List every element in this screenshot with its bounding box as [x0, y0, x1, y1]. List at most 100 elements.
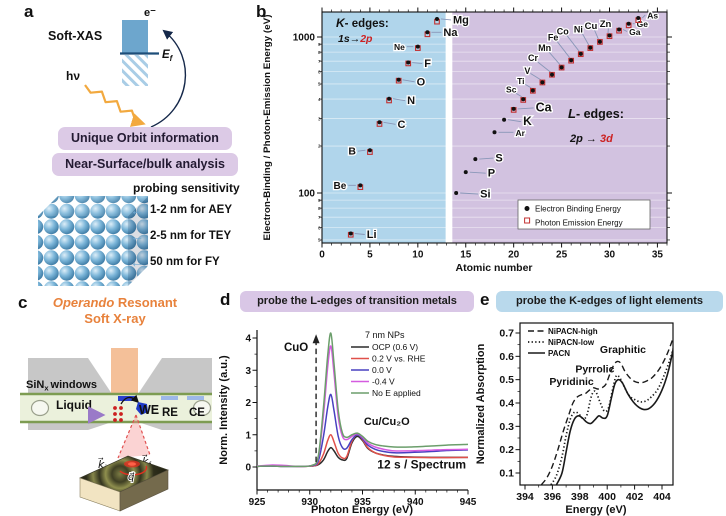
svg-text:N: N [407, 95, 415, 107]
svg-text:8: 8 [318, 50, 321, 56]
datapoint-F: F [405, 57, 433, 71]
sample-droplet [136, 402, 148, 415]
svg-text:6: 6 [318, 225, 321, 231]
svg-text:0.6: 0.6 [499, 351, 514, 363]
svg-text:Photon Emission Energy: Photon Emission Energy [535, 219, 623, 228]
x-axis-label: Atomic number [455, 262, 532, 274]
datapoint-Mn: Mn [537, 42, 565, 71]
plot-border [519, 322, 674, 486]
soft-xas-diagram: Soft-XAS e⁻ Ef hν [48, 7, 187, 128]
svg-text:B: B [348, 146, 356, 158]
svg-text:0: 0 [319, 250, 325, 261]
y-axis-label: Normalized Absorption [475, 343, 487, 464]
datapoint-N: N [386, 94, 416, 109]
datapoint-Zn: Zn [598, 18, 613, 40]
svg-text:4: 4 [318, 97, 321, 103]
datapoint-C: C [376, 117, 407, 132]
svg-text:Be: Be [334, 181, 347, 192]
svg-text:0.3: 0.3 [499, 421, 514, 433]
svg-text:394: 394 [516, 491, 534, 503]
svg-text:F: F [424, 58, 431, 70]
panel-d-letter: d [220, 290, 231, 309]
svg-text:30: 30 [604, 250, 616, 261]
svg-text:935: 935 [354, 497, 371, 508]
svg-text:400: 400 [598, 491, 616, 503]
svg-text:Fe: Fe [548, 33, 559, 43]
svg-text:6: 6 [318, 69, 321, 75]
datapoint-O: O [395, 75, 427, 90]
datapoint-Ca: Ca [510, 99, 554, 116]
svg-text:0.7: 0.7 [499, 328, 514, 340]
svg-text:8: 8 [318, 206, 321, 212]
svg-text:5: 5 [367, 250, 373, 261]
datapoint-K: K [502, 113, 533, 130]
svg-text:0.4: 0.4 [499, 398, 514, 410]
left-arrow-icon: ← [130, 201, 144, 218]
electron-transfer-arrow [120, 394, 140, 405]
nanoparticles-dots [113, 406, 123, 422]
svg-text:0.0 V: 0.0 V [372, 365, 392, 375]
reference-electrode-bar [161, 396, 178, 400]
svg-text:7: 7 [318, 59, 321, 65]
spectrum-time-label: 12 s / Spectrum [377, 457, 466, 471]
annotation-graphitic: Graphitic [600, 344, 646, 356]
cu2o-label: Cu/Cu₂O [364, 416, 410, 428]
svg-text:3: 3 [245, 366, 251, 377]
datapoint-Mg: Mg [434, 13, 470, 28]
info-box-orbit: Unique Orbit information [58, 127, 232, 150]
svg-text:930: 930 [301, 497, 318, 508]
left-arrow-icon: ← [130, 227, 144, 244]
svg-text:404: 404 [653, 491, 671, 503]
l-edges-subtitle: 2p → 3d [569, 133, 613, 145]
datapoint-Ar: Ar [492, 126, 527, 139]
svg-text:Co: Co [557, 26, 569, 36]
panel-b-letter: b [256, 2, 267, 21]
svg-text:20: 20 [508, 250, 520, 261]
soft-xas-label: Soft-XAS [48, 29, 102, 43]
y-axis-label: Electron-Binding / Photon-Emission Energ… [262, 15, 273, 241]
oring-right [192, 399, 212, 417]
cuo-label: CuO [284, 342, 308, 354]
datapoint-Li: Li [347, 228, 378, 242]
svg-text:Ar: Ar [516, 128, 526, 138]
datapoint-Ge: Ge [625, 18, 650, 30]
series-PACN [555, 345, 673, 485]
datapoint-P: P [463, 166, 496, 181]
x-axis-label: Photon Energy (eV) [311, 504, 413, 516]
svg-text:Mg: Mg [453, 14, 469, 26]
svg-text:15: 15 [460, 250, 472, 261]
k-edges-title: K- edges: [336, 16, 389, 30]
list-item: ← 2-5 nm for TEY [130, 227, 232, 244]
svg-text:7: 7 [318, 215, 321, 221]
svg-text:K: K [523, 114, 532, 128]
q-vector-label: q⃗ [128, 472, 135, 483]
svg-text:Si: Si [480, 189, 490, 201]
l-edges-title: L- edges: [568, 106, 624, 121]
datapoint-Ni: Ni [573, 23, 594, 51]
y-axis-label: Norm. Intensity (a.u.) [218, 355, 230, 465]
conduction-band-box [122, 20, 148, 53]
svg-text:945: 945 [460, 497, 477, 508]
svg-text:925: 925 [249, 497, 266, 508]
chart-e-legend: NiPACN-high NiPACN-low PACN [528, 327, 598, 358]
svg-text:10: 10 [412, 250, 424, 261]
panel-d-header: probe the L-edges of transition metals [240, 291, 474, 312]
xray-beam [111, 348, 138, 398]
annotation-pyridinic: Pyridinic [549, 376, 594, 388]
valence-band-hatch [122, 55, 148, 86]
svg-text:0: 0 [245, 463, 251, 474]
svg-text:NiPACN-low: NiPACN-low [548, 338, 595, 347]
svg-text:0.2: 0.2 [499, 444, 514, 456]
datapoint-Cu: Cu [583, 20, 603, 45]
region-K-edges [322, 12, 446, 243]
svg-text:Electron Binding Energy: Electron Binding Energy [535, 205, 621, 214]
cube-front-face [38, 216, 128, 286]
fermi-label: Ef [162, 49, 174, 63]
svg-text:Na: Na [443, 27, 458, 39]
svg-text:Ti: Ti [517, 76, 524, 86]
datapoint-Ne: Ne [393, 41, 421, 53]
q-arc [119, 465, 148, 476]
